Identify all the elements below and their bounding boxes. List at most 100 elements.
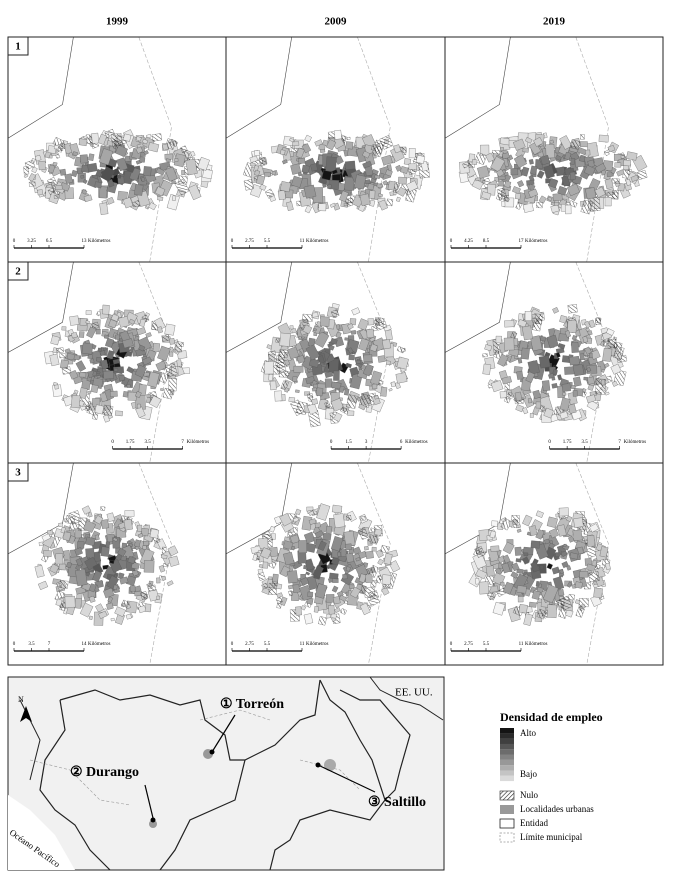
tract bbox=[75, 569, 88, 587]
tract bbox=[501, 562, 511, 574]
tract bbox=[146, 133, 152, 139]
tract bbox=[385, 360, 391, 366]
tract bbox=[607, 145, 616, 153]
tract bbox=[611, 178, 621, 184]
tract bbox=[561, 383, 572, 392]
gradient-step bbox=[500, 743, 514, 750]
tract bbox=[128, 542, 134, 547]
tract bbox=[138, 344, 146, 352]
tract bbox=[393, 189, 398, 194]
tract bbox=[559, 397, 571, 411]
tract bbox=[397, 186, 407, 197]
tract bbox=[135, 136, 142, 142]
tract bbox=[272, 573, 279, 583]
tract bbox=[567, 403, 577, 414]
tract bbox=[279, 181, 292, 193]
tract bbox=[126, 384, 131, 388]
tract bbox=[279, 512, 293, 527]
tract bbox=[536, 170, 545, 179]
tract bbox=[298, 157, 306, 164]
tract bbox=[606, 328, 615, 336]
tract bbox=[162, 143, 169, 151]
scale-label: 0 bbox=[231, 642, 234, 647]
tract bbox=[527, 360, 540, 375]
tract bbox=[388, 387, 393, 392]
tract bbox=[315, 387, 324, 397]
tract bbox=[89, 358, 95, 364]
tract bbox=[124, 510, 135, 517]
tract bbox=[626, 151, 638, 161]
tract bbox=[559, 569, 564, 575]
tract bbox=[582, 336, 589, 343]
scale-unit: Kilómetros bbox=[88, 642, 111, 647]
swatch-state bbox=[499, 818, 515, 829]
tract bbox=[585, 187, 597, 200]
legend-item: Límite municipal bbox=[520, 832, 583, 842]
tract bbox=[415, 154, 426, 164]
tract bbox=[486, 183, 496, 196]
tract bbox=[154, 186, 166, 197]
urban-area bbox=[324, 759, 336, 771]
tract bbox=[586, 394, 597, 404]
tract bbox=[366, 328, 375, 339]
tract bbox=[164, 166, 178, 182]
tract bbox=[331, 585, 339, 593]
tract bbox=[500, 518, 512, 531]
scale-unit: Kilómetros bbox=[525, 239, 548, 244]
tract bbox=[324, 378, 333, 388]
tract bbox=[290, 163, 302, 175]
tract bbox=[478, 581, 489, 595]
tract bbox=[369, 336, 376, 343]
tract bbox=[156, 577, 161, 584]
tract bbox=[530, 561, 540, 573]
tract bbox=[306, 575, 318, 591]
tract bbox=[349, 586, 361, 599]
tract bbox=[371, 383, 378, 390]
tract bbox=[55, 184, 63, 190]
tract bbox=[572, 390, 578, 397]
tract bbox=[375, 575, 382, 584]
tract bbox=[396, 196, 401, 202]
tract bbox=[328, 604, 336, 615]
tract bbox=[406, 180, 419, 192]
tract bbox=[367, 318, 375, 326]
tract bbox=[330, 309, 340, 318]
tract bbox=[337, 551, 342, 557]
tract bbox=[297, 171, 303, 177]
gradient-step bbox=[500, 754, 514, 760]
tract bbox=[475, 177, 481, 182]
panel-content bbox=[226, 37, 430, 262]
tract bbox=[312, 328, 317, 332]
tract bbox=[69, 315, 80, 326]
tract bbox=[335, 331, 342, 339]
tract bbox=[536, 608, 547, 620]
scale-label: 11 bbox=[300, 642, 305, 647]
tract bbox=[367, 183, 375, 191]
tract bbox=[531, 313, 536, 319]
tract bbox=[305, 571, 310, 576]
tract bbox=[530, 540, 541, 549]
tract bbox=[320, 316, 330, 327]
state-border bbox=[8, 463, 74, 555]
tract bbox=[564, 330, 571, 338]
tract bbox=[85, 320, 90, 324]
tract bbox=[250, 162, 256, 167]
tract bbox=[501, 376, 512, 385]
tract bbox=[331, 504, 343, 514]
tract bbox=[522, 514, 533, 527]
municipal-border bbox=[138, 463, 172, 665]
tract bbox=[147, 142, 160, 153]
leader bbox=[144, 784, 154, 819]
tract bbox=[75, 558, 83, 567]
tract bbox=[110, 617, 115, 622]
tract bbox=[118, 374, 126, 381]
tract bbox=[528, 188, 539, 198]
tract bbox=[41, 533, 51, 542]
tract bbox=[116, 174, 122, 179]
tract bbox=[329, 572, 339, 580]
tract bbox=[481, 191, 492, 200]
tract bbox=[495, 168, 505, 178]
tract bbox=[595, 563, 601, 570]
tract bbox=[72, 151, 78, 157]
